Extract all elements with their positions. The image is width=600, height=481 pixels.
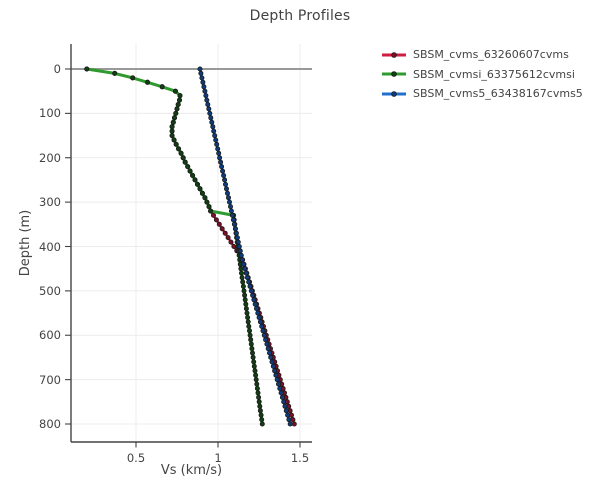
gridlines xyxy=(71,44,312,442)
y-tick-label: 800 xyxy=(39,417,61,431)
x-tick-label: 1.5 xyxy=(290,451,310,465)
x-axis-title: Vs (km/s) xyxy=(160,463,223,478)
y-tick-label: 300 xyxy=(39,195,61,210)
legend-item-SBSM_cvms5_63438167cvms5[interactable]: SBSM_cvms5_63438167cvms5 xyxy=(381,84,583,104)
series-SBSM_cvmsi_63375612cvmsi xyxy=(84,66,265,427)
y-tick-label: 400 xyxy=(39,239,61,254)
x-tick-label: 0.5 xyxy=(126,451,146,465)
series-SBSM_cvms5_63438167cvms5 xyxy=(197,66,293,427)
legend-label: SBSM_cvms_63260607cvms xyxy=(413,48,569,62)
tick-marks xyxy=(65,68,301,448)
legend-item-SBSM_cvmsi_63375612cvmsi[interactable]: SBSM_cvmsi_63375612cvmsi xyxy=(381,65,583,85)
y-tick-label: 700 xyxy=(39,372,61,387)
x-tick-label: 1 xyxy=(214,451,222,465)
axis-lines xyxy=(70,44,312,443)
y-tick-label: 0 xyxy=(53,62,61,76)
chart-title: Depth Profiles xyxy=(249,8,351,24)
y-tick-label: 500 xyxy=(39,283,61,298)
legend: SBSM_cvms_63260607cvms SBSM_cvmsi_6337561… xyxy=(381,45,583,104)
y-tick-label: 200 xyxy=(39,150,61,165)
legend-label: SBSM_cvmsi_63375612cvmsi xyxy=(413,67,575,81)
legend-item-SBSM_cvms_63260607cvms[interactable]: SBSM_cvms_63260607cvms xyxy=(381,45,583,65)
legend-label: SBSM_cvms5_63438167cvms5 xyxy=(413,87,583,101)
y-tick-label: 100 xyxy=(39,106,61,121)
legend-swatch-icon xyxy=(382,71,406,78)
legend-swatch-icon xyxy=(382,90,406,97)
y-tick-label: 600 xyxy=(39,328,61,343)
legend-swatch-icon xyxy=(382,51,406,58)
